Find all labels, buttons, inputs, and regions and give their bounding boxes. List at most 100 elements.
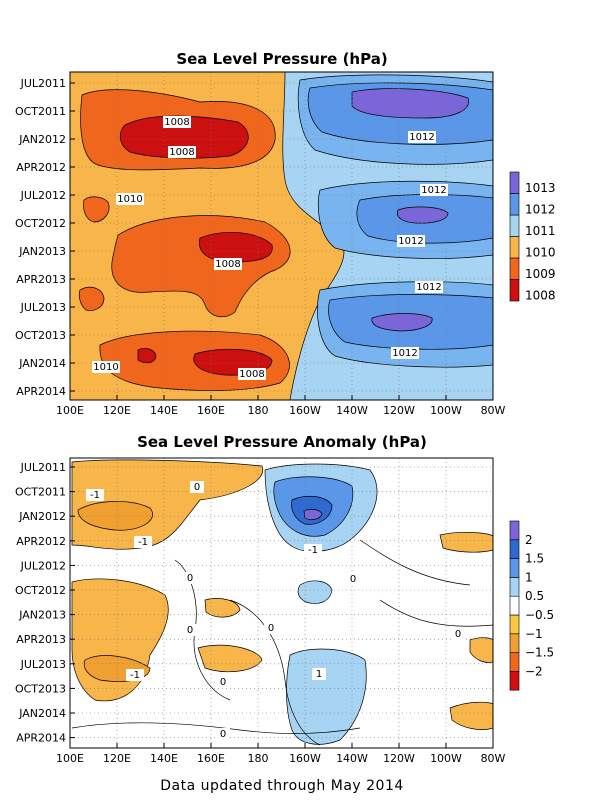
colorbar-label: −0.5 [525,608,554,622]
contour-label: 1012 [392,348,417,359]
x-tick-label: 180 [248,752,269,765]
data-updated-footer: Data updated through May 2014 [160,778,404,794]
x-tick-label: 140W [336,752,368,765]
y-tick-label: OCT2011 [15,105,66,118]
y-tick-label: JAN2014 [18,357,66,370]
contour-label: 0 [220,677,226,688]
y-tick-label: OCT2012 [15,584,66,597]
bottom-region-neg [197,644,263,673]
contour-label: 0 [187,573,193,584]
colorbar-swatch [509,236,520,259]
colorbar-swatch [509,257,520,280]
y-tick-label: JUL2012 [20,189,66,202]
bottom-contour-labels: -1 0 -1 -1 0 0 0 0 0 -1 0 1 0 [86,481,465,740]
contour-label: 1008 [164,117,189,128]
colorbar-swatch [509,595,520,616]
x-tick-label: 80W [481,404,506,417]
colorbar-swatch [509,279,520,302]
y-tick-label: APR2013 [16,273,66,286]
y-tick-label: JUL2013 [20,301,66,314]
x-tick-label: 100W [430,404,462,417]
colorbar-label: 1009 [525,267,556,281]
colorbar-label: 0.5 [525,589,544,603]
y-tick-label: APR2012 [16,535,66,548]
top-contour-labels: 1008 1008 1010 1012 1012 1012 1008 1012 … [92,116,448,380]
colorbar-label: 1.5 [525,552,544,566]
contour-label: 1012 [409,132,434,143]
x-tick-label: 180 [248,404,269,417]
contour-label: 0 [350,574,356,585]
y-tick-label: OCT2011 [15,486,66,499]
y-tick-label: OCT2013 [15,329,66,342]
colorbar-swatch [509,671,520,691]
y-tick-label: OCT2012 [15,217,66,230]
x-tick-label: 140W [336,404,368,417]
contour-label: 0 [220,729,226,740]
y-tick-label: APR2013 [16,633,66,646]
bottom-x-axis: 100E 120E 140E 160E 180 160W 140W 120W 100W 80W [56,743,506,765]
contour-label: 1012 [416,282,441,293]
top-gridlines [70,72,493,400]
bottom-colorbar: 2 1.5 1 0.5 −0.5 −1 −1.5 −2 [509,520,554,691]
colorbar-swatch [509,520,520,541]
y-tick-label: JUL2013 [20,658,66,671]
x-tick-label: 100E [56,752,84,765]
x-tick-label: 140E [150,752,178,765]
contour-label: -1 [308,545,318,556]
contour-label: 1008 [169,147,194,158]
contour-label: -1 [138,537,148,548]
top-region-1008 [199,232,273,263]
x-tick-label: 160W [289,752,321,765]
y-tick-label: OCT2013 [15,682,66,695]
top-plot-frame [69,71,494,401]
bottom-chart-title: Sea Level Pressure Anomaly (hPa) [137,433,427,451]
x-tick-label: 120E [103,752,131,765]
y-tick-label: JUL2011 [20,77,66,90]
x-tick-label: 120W [383,752,415,765]
top-chart-title: Sea Level Pressure (hPa) [176,50,387,68]
x-tick-label: 100W [430,752,462,765]
x-tick-label: 140E [150,404,178,417]
colorbar-label: 2 [525,533,533,547]
y-tick-label: JAN2012 [18,133,66,146]
colorbar-swatch [509,193,520,216]
contour-label: 1 [316,669,322,680]
contour-label: 1008 [239,369,264,380]
contour-label: -1 [90,490,100,501]
colorbar-swatch [509,633,520,653]
x-tick-label: 160E [197,404,225,417]
colorbar-swatch [509,652,520,672]
x-tick-label: 160W [289,404,321,417]
bottom-region-neg1 [77,501,153,531]
x-tick-label: 120W [383,404,415,417]
contour-label: 1010 [117,194,142,205]
y-tick-label: JAN2013 [18,609,66,622]
top-region-1009 [78,286,105,311]
y-tick-label: JUL2012 [20,559,66,572]
bottom-gridlines [70,458,493,748]
top-region-1013 [371,313,433,332]
bottom-region-pos2 [303,508,323,520]
x-tick-label: 160E [197,752,225,765]
y-tick-label: JAN2012 [18,510,66,523]
top-region-1013 [351,88,469,119]
colorbar-swatch [509,558,520,578]
contour-label: 1012 [398,236,423,247]
bottom-region-neg [439,531,494,553]
y-tick-label: JAN2013 [18,245,66,258]
colorbar-label: 1011 [525,224,556,238]
contour-label: -1 [130,670,140,681]
colorbar-label: 1 [525,570,533,584]
bottom-region-neg [204,598,241,618]
top-colorbar: 1008 1009 1010 1011 1012 1013 [509,171,556,302]
y-tick-label: APR2014 [16,385,66,398]
x-tick-label: 100E [56,404,84,417]
contour-label: 0 [187,625,193,636]
colorbar-label: −1.5 [525,646,554,660]
y-tick-label: JAN2014 [18,707,66,720]
x-tick-label: 120E [103,404,131,417]
top-region-1009 [83,196,110,223]
colorbar-label: 1010 [525,245,556,259]
bottom-plot-area [70,458,494,748]
